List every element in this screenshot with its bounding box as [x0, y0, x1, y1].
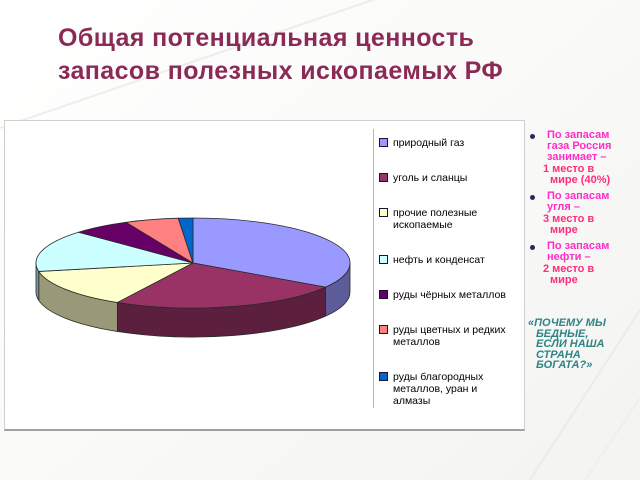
- fact-text: По запасам газа Россия занимает –1 место…: [541, 130, 638, 186]
- fact-text: По запасам угля –3 место в мире: [541, 191, 638, 236]
- slide-title-line2: запасов полезных ископаемых РФ: [58, 57, 504, 85]
- legend-label: уголь и сланцы: [393, 172, 468, 184]
- fact-detail: 1 место в мире (40%): [543, 163, 611, 186]
- decor-line: [0, 0, 376, 129]
- fact-lead: По запасам угля –: [547, 190, 610, 213]
- fact-item: По запасам нефти –2 место в мире: [528, 241, 638, 286]
- decor-line: [584, 397, 640, 480]
- bullet-dot-icon: [530, 134, 535, 139]
- legend-item: руды благородных металлов, уран и алмазы: [379, 371, 519, 407]
- facts-panel: По запасам газа Россия занимает –1 место…: [528, 130, 638, 291]
- legend-label: прочие полезные ископаемые: [393, 207, 478, 231]
- fact-detail: 2 место в мире: [543, 263, 595, 286]
- pie-chart: [35, 217, 351, 338]
- fact-item: По запасам угля –3 место в мире: [528, 191, 638, 236]
- quote-text: «ПОЧЕМУ МЫ БЕДНЫЕ, ЕСЛИ НАША СТРАНА БОГА…: [528, 317, 606, 371]
- legend-color-swatch: [379, 208, 388, 217]
- pie-slice-top: [35, 231, 194, 272]
- legend-color-swatch: [379, 372, 388, 381]
- slide-title-line1: Общая потенциальная ценность: [58, 24, 475, 52]
- fact-lead: По запасам газа Россия занимает –: [547, 129, 612, 163]
- legend-item: руды цветных и редких металлов: [379, 324, 519, 348]
- slide-title: Общая потенциальная ценность запасов пол…: [58, 22, 538, 88]
- decor-line: [529, 309, 640, 480]
- fact-text: По запасам нефти –2 место в мире: [541, 241, 638, 286]
- legend-item: прочие полезные ископаемые: [379, 207, 519, 231]
- bullet-dot-icon: [530, 245, 535, 250]
- legend-item: уголь и сланцы: [379, 172, 519, 184]
- legend-color-swatch: [379, 138, 388, 147]
- fact-detail: 3 место в мире: [543, 213, 595, 236]
- legend-item: нефть и конденсат: [379, 254, 519, 266]
- legend-label: руды цветных и редких металлов: [393, 324, 506, 348]
- pie-slice-top: [177, 217, 194, 264]
- legend-item: природный газ: [379, 137, 519, 149]
- bullet-dot-icon: [530, 195, 535, 200]
- plot-legend-divider: [373, 129, 374, 408]
- legend-color-swatch: [379, 255, 388, 264]
- chart-legend: природный газ уголь и сланцы прочие полезн…: [379, 137, 519, 430]
- pie-slice-top: [38, 262, 194, 303]
- legend-item: руды чёрных металлов: [379, 289, 519, 301]
- chart-area: природный газ уголь и сланцы прочие полезн…: [4, 120, 525, 431]
- pie-slice-top: [116, 262, 326, 309]
- fact-lead: По запасам нефти –: [547, 240, 610, 263]
- legend-label: руды благородных металлов, уран и алмазы: [393, 371, 484, 407]
- legend-label: нефть и конденсат: [393, 254, 485, 266]
- legend-color-swatch: [379, 325, 388, 334]
- legend-color-swatch: [379, 173, 388, 182]
- legend-label: руды чёрных металлов: [393, 289, 506, 301]
- legend-color-swatch: [379, 290, 388, 299]
- fact-item: По запасам газа Россия занимает –1 место…: [528, 130, 638, 186]
- legend-label: природный газ: [393, 137, 465, 149]
